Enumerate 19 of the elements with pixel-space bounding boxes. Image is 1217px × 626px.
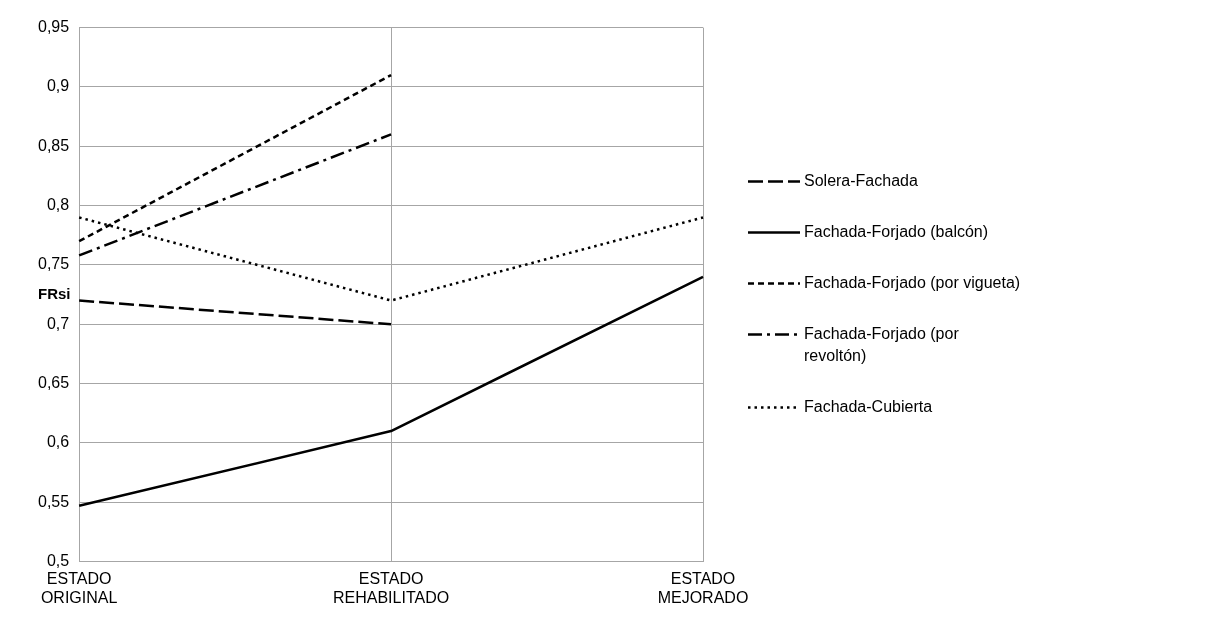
x-tick-label: ESTADO MEJORADO xyxy=(657,569,749,606)
y-tick-label: 0,7 xyxy=(46,314,70,332)
y-tick-label: 0,95 xyxy=(38,18,70,36)
legend-label: Fachada-Forjado (por revoltón) xyxy=(804,325,960,365)
y-axis-title: FRsi xyxy=(38,284,71,302)
x-tick-label: ESTADO ORIGINAL xyxy=(40,569,118,606)
legend-label: Fachada-Forjado (balcón) xyxy=(804,223,989,241)
y-tick-label: 0,8 xyxy=(46,196,70,214)
y-tick-label: 0,6 xyxy=(46,433,70,451)
y-tick-label: 0,75 xyxy=(38,255,70,273)
y-tick-label: 0,85 xyxy=(38,136,70,154)
legend-label: Fachada-Forjado (por vigueta) xyxy=(804,274,1021,292)
x-tick-label: ESTADO REHABILITADO xyxy=(332,569,450,606)
y-tick-label: 0,65 xyxy=(38,374,70,392)
legend-label: Fachada-Cubierta xyxy=(804,398,933,416)
y-tick-label: 0,9 xyxy=(46,77,70,95)
y-tick-label: 0,55 xyxy=(38,492,70,510)
y-tick-label: 0,5 xyxy=(46,552,70,570)
legend-label: Solera-Fachada xyxy=(804,172,918,190)
